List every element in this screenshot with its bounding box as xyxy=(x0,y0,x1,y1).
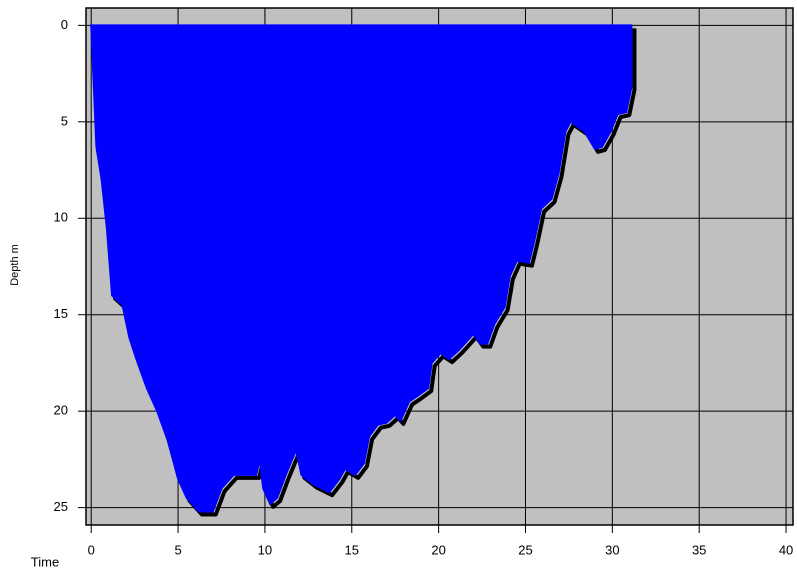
y-tick-label: 25 xyxy=(54,499,68,514)
y-tick-label: 5 xyxy=(61,113,68,128)
x-tick-label: 35 xyxy=(692,542,706,557)
x-tick-label: 5 xyxy=(174,542,181,557)
x-tick-label: 20 xyxy=(431,542,445,557)
y-axis-label: Depth m xyxy=(9,244,21,286)
y-tick-label: 10 xyxy=(54,210,68,225)
y-tick-label: 20 xyxy=(54,403,68,418)
x-tick-label: 0 xyxy=(88,542,95,557)
plot-frame xyxy=(85,7,794,526)
y-tick-label: 15 xyxy=(54,306,68,321)
y-tick-label: 0 xyxy=(61,17,68,32)
x-tick-label: 10 xyxy=(258,542,272,557)
x-axis-label: Time xyxy=(31,554,59,569)
area xyxy=(90,24,633,513)
x-tick-label: 25 xyxy=(518,542,532,557)
x-tick-label: 40 xyxy=(779,542,793,557)
x-tick-label: 30 xyxy=(605,542,619,557)
x-tick-label: 15 xyxy=(345,542,359,557)
